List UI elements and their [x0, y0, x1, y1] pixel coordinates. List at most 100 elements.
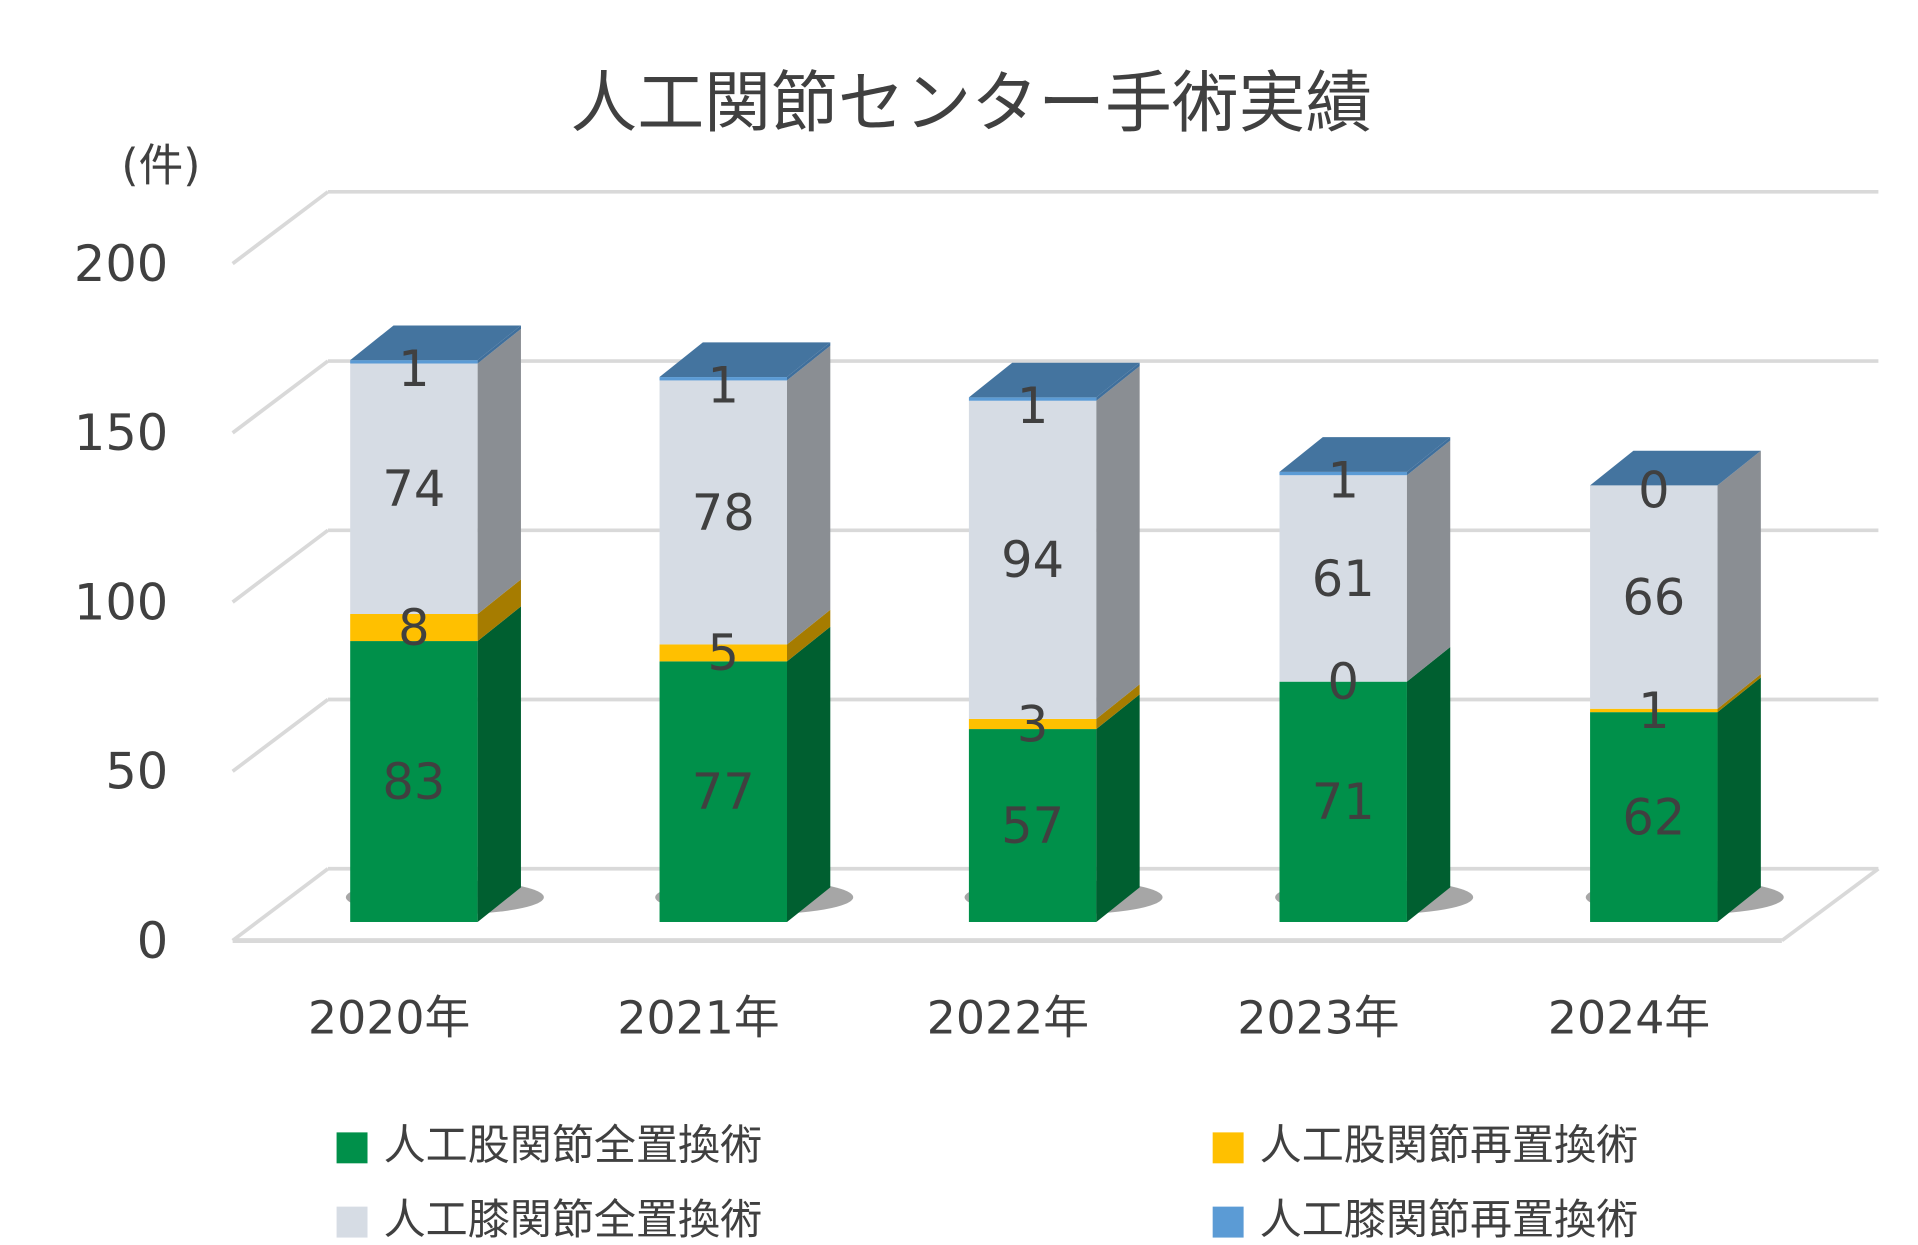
bar-segment-side — [1717, 450, 1761, 709]
data-label: 1 — [1017, 377, 1048, 435]
bar-top-face — [350, 325, 521, 361]
bar-segment-front — [350, 363, 478, 614]
bar-segment-front — [1590, 712, 1718, 922]
data-label: 62 — [1622, 788, 1685, 846]
bar-segment-front — [1279, 681, 1407, 922]
bar-segment-side — [477, 579, 521, 642]
bar-segment-front — [659, 380, 787, 645]
bar-segment-side — [1406, 647, 1451, 922]
x-tick-labels: 2020年 2021年 2022年 2023年 2024年 — [308, 991, 1710, 1044]
bar-top-face — [659, 342, 831, 378]
bar-segment-side — [786, 342, 831, 381]
y-tick-labels: 0 50 100 150 200 — [74, 235, 168, 970]
bar-segment-side — [786, 609, 831, 662]
bar-segment-side — [1717, 677, 1761, 922]
data-label: 94 — [1001, 531, 1064, 589]
bar-top-face — [1279, 437, 1451, 472]
bar-stack: 83 8 74 1 — [345, 325, 544, 922]
legend-label: 人工股関節全置換術 — [384, 1121, 763, 1170]
floor-right-edge — [1780, 867, 1880, 943]
legend-item: 人工膝関節再置換術 — [1212, 1195, 1639, 1244]
bar-segment-front — [659, 644, 787, 662]
gridline-side — [231, 867, 330, 943]
bar-segment-front — [1590, 485, 1718, 709]
legend-item: 人工膝関節全置換術 — [336, 1195, 763, 1244]
bar-segment-front — [350, 613, 478, 642]
data-label: 66 — [1622, 568, 1685, 626]
x-tick-label: 2023年 — [1237, 991, 1399, 1044]
legend-item: 人工股関節再置換術 — [1212, 1121, 1639, 1170]
data-label: 5 — [708, 624, 739, 682]
data-label: 0 — [1638, 462, 1669, 520]
bar-segment-side — [477, 606, 521, 922]
bar-segment-side — [1096, 694, 1140, 922]
data-label: 1 — [1638, 682, 1669, 740]
y-tick-label: 200 — [74, 235, 168, 293]
data-label: 78 — [692, 484, 755, 542]
bar-segment-side — [1717, 674, 1761, 713]
y-tick-label: 150 — [74, 404, 168, 462]
y-tick-label: 0 — [137, 912, 168, 970]
bar-stack: 71 0 61 1 — [1275, 437, 1474, 922]
bar-segment-side — [477, 328, 521, 614]
x-tick-label: 2021年 — [617, 991, 779, 1044]
y-tick-label: 100 — [74, 573, 168, 631]
data-label: 0 — [1327, 653, 1358, 711]
bar-top-face — [1590, 450, 1761, 486]
y-tick-label: 50 — [105, 743, 168, 801]
bar-segment-side — [477, 325, 521, 364]
legend-label: 人工股関節再置換術 — [1260, 1121, 1639, 1170]
bar-segment-front — [968, 397, 1097, 401]
gridline-side — [231, 359, 330, 435]
bar-stack: 57 3 94 1 — [964, 362, 1163, 922]
bar-segment-front — [1279, 475, 1407, 682]
bar-stack: 77 5 78 1 — [655, 342, 854, 922]
legend-swatch — [1212, 1206, 1244, 1238]
bar-segment-front — [968, 729, 1097, 922]
legend-item: 人工股関節全置換術 — [336, 1121, 763, 1170]
bar-top-face — [968, 362, 1140, 398]
data-label: 8 — [398, 599, 429, 657]
chart-title: 人工関節センター手術実績 — [571, 64, 1373, 142]
data-label: 77 — [692, 763, 755, 821]
bar-segment-side — [1096, 684, 1140, 730]
x-tick-label: 2020年 — [308, 991, 470, 1044]
bar-segment-side — [786, 345, 831, 645]
x-tick-label: 2022年 — [927, 991, 1089, 1044]
data-label: 1 — [1327, 451, 1358, 509]
legend-swatch — [336, 1206, 368, 1238]
data-label: 57 — [1001, 797, 1064, 855]
bar-segment-front — [968, 400, 1097, 719]
data-label: 1 — [708, 357, 739, 415]
data-label: 74 — [382, 460, 445, 518]
gridline-side — [231, 698, 330, 773]
data-label: 83 — [382, 753, 445, 811]
bar-stack: 62 1 66 0 — [1585, 450, 1784, 922]
bar-segment-front — [350, 641, 478, 922]
y-axis-unit-label: (件) — [121, 140, 200, 192]
legend-swatch — [1212, 1132, 1244, 1164]
bar-segment-front — [659, 661, 787, 922]
bar-segment-side — [786, 626, 831, 922]
bar-segment-front — [968, 718, 1097, 730]
bar-segment-front — [350, 360, 478, 364]
bar-segment-front — [1279, 471, 1407, 476]
gridline-side — [231, 528, 330, 604]
bar-segment-side — [1406, 437, 1451, 476]
legend-label: 人工膝関節全置換術 — [384, 1195, 763, 1244]
bars: 83 8 74 1 77 5 78 1 57 3 94 1 71 0 61 1 62 1 66 0 — [345, 325, 1784, 922]
bar-segment-side — [1096, 366, 1140, 719]
legend-label: 人工膝関節再置換術 — [1260, 1195, 1639, 1244]
data-label: 71 — [1312, 773, 1375, 831]
x-tick-label: 2024年 — [1548, 991, 1710, 1044]
data-label: 1 — [398, 340, 429, 398]
bar-segment-side — [1096, 362, 1140, 401]
bar-segment-side — [1406, 440, 1451, 682]
gridline-side — [231, 190, 330, 266]
bar-segment-front — [659, 377, 787, 381]
data-label: 3 — [1017, 695, 1048, 753]
data-label: 61 — [1312, 550, 1375, 608]
legend-swatch — [336, 1132, 368, 1164]
